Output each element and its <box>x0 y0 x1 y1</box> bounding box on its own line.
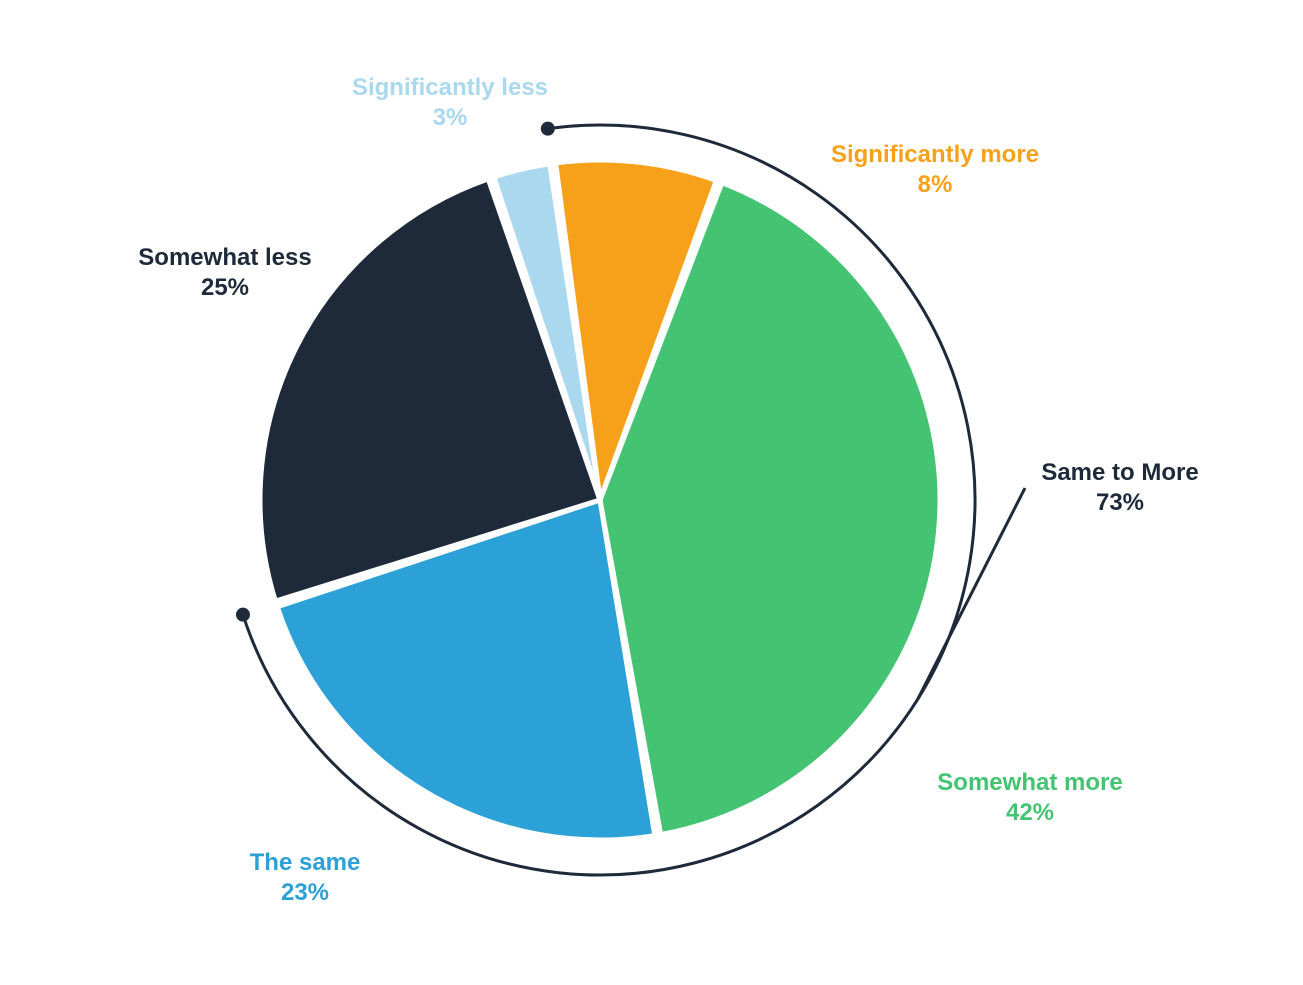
label-significantly_more-pct: 8% <box>918 171 953 198</box>
callout-endpoint-end <box>236 608 250 622</box>
label-significantly_less-text: Significantly less <box>352 74 548 101</box>
label-the_same-pct: 23% <box>281 879 329 906</box>
label-significantly_less-pct: 3% <box>433 104 468 131</box>
label-somewhat_less-text: Somewhat less <box>138 244 311 271</box>
label-significantly_more-text: Significantly more <box>831 141 1039 168</box>
label-somewhat_more-text: Somewhat more <box>937 769 1122 796</box>
label-somewhat_less-pct: 25% <box>201 274 249 301</box>
pie-chart: Same to More73%Significantly more8%Somew… <box>0 0 1303 985</box>
callout-endpoint-start <box>541 122 555 136</box>
label-the_same-text: The same <box>250 849 361 876</box>
label-somewhat_more-pct: 42% <box>1006 799 1054 826</box>
